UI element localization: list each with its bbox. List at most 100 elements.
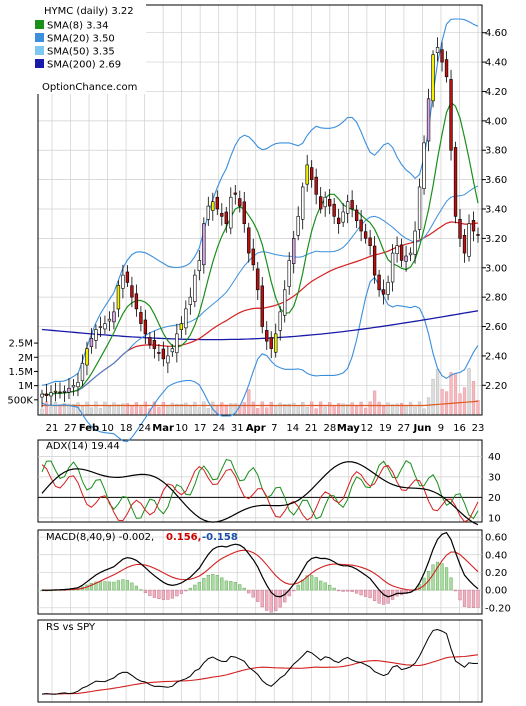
- candle-body: [431, 54, 435, 102]
- volume-bar: [274, 405, 278, 415]
- macd-histogram-bar: [296, 584, 300, 591]
- candle-body: [193, 274, 197, 302]
- candle-body: [152, 340, 157, 349]
- macd-histogram-bar: [251, 589, 255, 598]
- macd-histogram-bar: [148, 589, 152, 596]
- legend-label: SMA(8) 3.34: [47, 21, 108, 32]
- candle-body: [476, 234, 480, 236]
- rs-frame: [37, 619, 483, 703]
- volume-bar: [197, 407, 201, 415]
- candle-body: [71, 385, 76, 388]
- price-tick-label: 3.40: [485, 205, 507, 216]
- volume-bar: [116, 404, 121, 415]
- price-tick-label: 2.40: [485, 351, 507, 362]
- macd-histogram-bar: [233, 581, 237, 591]
- date-label: 27: [64, 423, 77, 434]
- candle-body: [80, 362, 85, 382]
- candle-body: [260, 285, 264, 327]
- volume-bar: [206, 408, 210, 415]
- date-label: 7: [271, 423, 277, 434]
- macd-histogram-bar: [368, 589, 372, 599]
- date-label: 24: [212, 423, 225, 434]
- volume-bar: [94, 401, 98, 415]
- macd-histogram-bar: [381, 589, 386, 605]
- volume-bar: [103, 401, 107, 415]
- candle-body: [462, 235, 467, 254]
- candle-body: [256, 268, 260, 291]
- adx-frame: [37, 439, 483, 523]
- volume-bar: [314, 408, 318, 415]
- volume-bar: [260, 401, 264, 415]
- macd-histogram-bar: [435, 561, 440, 591]
- adx-tick-label: 10: [488, 513, 501, 524]
- candle-body: [399, 244, 404, 261]
- macd-histogram-bar: [107, 581, 112, 591]
- macd-histogram-bar: [130, 582, 134, 591]
- macd-histogram-bar: [462, 589, 467, 607]
- volume-bar: [157, 407, 161, 415]
- volume-bar: [98, 407, 103, 415]
- volume-bar: [399, 403, 404, 415]
- volume-bar: [121, 403, 125, 415]
- macd-histogram-bar: [175, 589, 179, 597]
- price-tick-label: 2.80: [485, 293, 507, 304]
- date-label: May: [337, 423, 360, 434]
- candle-body: [292, 238, 296, 264]
- candle-body: [197, 260, 201, 272]
- volume-bar: [422, 408, 426, 415]
- volume-bar: [58, 405, 62, 415]
- adx-lines: [41, 458, 479, 526]
- candle-body: [215, 196, 219, 210]
- price-tick-label: 2.20: [485, 381, 507, 392]
- macd-histogram-bar: [444, 567, 449, 591]
- volume-bar: [62, 402, 67, 415]
- candle-body: [139, 312, 143, 324]
- volume-bar: [278, 402, 282, 415]
- candle-body: [148, 337, 152, 345]
- volume-bar: [444, 391, 449, 415]
- price-tick-label: 4.20: [485, 87, 507, 98]
- moving-average-lines: [41, 101, 479, 396]
- volume-bar: [287, 403, 291, 415]
- macd-histogram-bar: [103, 581, 107, 591]
- legend-swatch: [35, 33, 44, 42]
- macd-histogram-bar: [238, 584, 242, 591]
- candle-body: [417, 186, 422, 230]
- candle-body: [368, 237, 372, 247]
- macd-histogram-bar: [399, 589, 404, 596]
- macd-tick-label: -0.20: [485, 603, 511, 614]
- volume-bar: [256, 408, 260, 415]
- candle-body: [283, 289, 287, 316]
- candle-body: [305, 164, 309, 185]
- date-label: 31: [231, 423, 244, 434]
- date-label: 9: [438, 423, 444, 434]
- macd-histogram-bar: [328, 584, 332, 591]
- candle-body: [143, 319, 148, 335]
- candle-body: [161, 348, 166, 360]
- volume-tick-label: 1.5M: [8, 367, 33, 378]
- candle-body: [359, 219, 363, 232]
- date-label: 21: [46, 423, 59, 434]
- macd-histogram-bar: [229, 581, 233, 591]
- candle-body: [341, 211, 345, 223]
- candle-body: [116, 285, 121, 310]
- candle-body: [422, 142, 426, 189]
- volume-bar: [453, 373, 458, 415]
- candle-body: [103, 323, 107, 330]
- candle-body: [363, 231, 368, 239]
- macd-histogram-bar: [247, 589, 251, 594]
- date-label: 10: [101, 423, 114, 434]
- candle-body: [107, 318, 112, 322]
- volume-bar: [372, 390, 377, 415]
- sma20-line: [41, 185, 479, 396]
- macd-tick-label: 0.20: [485, 568, 507, 579]
- candle-body: [233, 192, 237, 195]
- volume-bar: [179, 404, 183, 415]
- adx-tick-label: 40: [488, 452, 501, 463]
- macd-histogram-bar: [193, 584, 197, 591]
- candle-body: [381, 289, 386, 295]
- price-tick-label: 3.20: [485, 234, 507, 245]
- price-tick-label: 3.80: [485, 146, 507, 157]
- price-tick-label: 2.60: [485, 322, 507, 333]
- legend-swatch: [35, 20, 44, 29]
